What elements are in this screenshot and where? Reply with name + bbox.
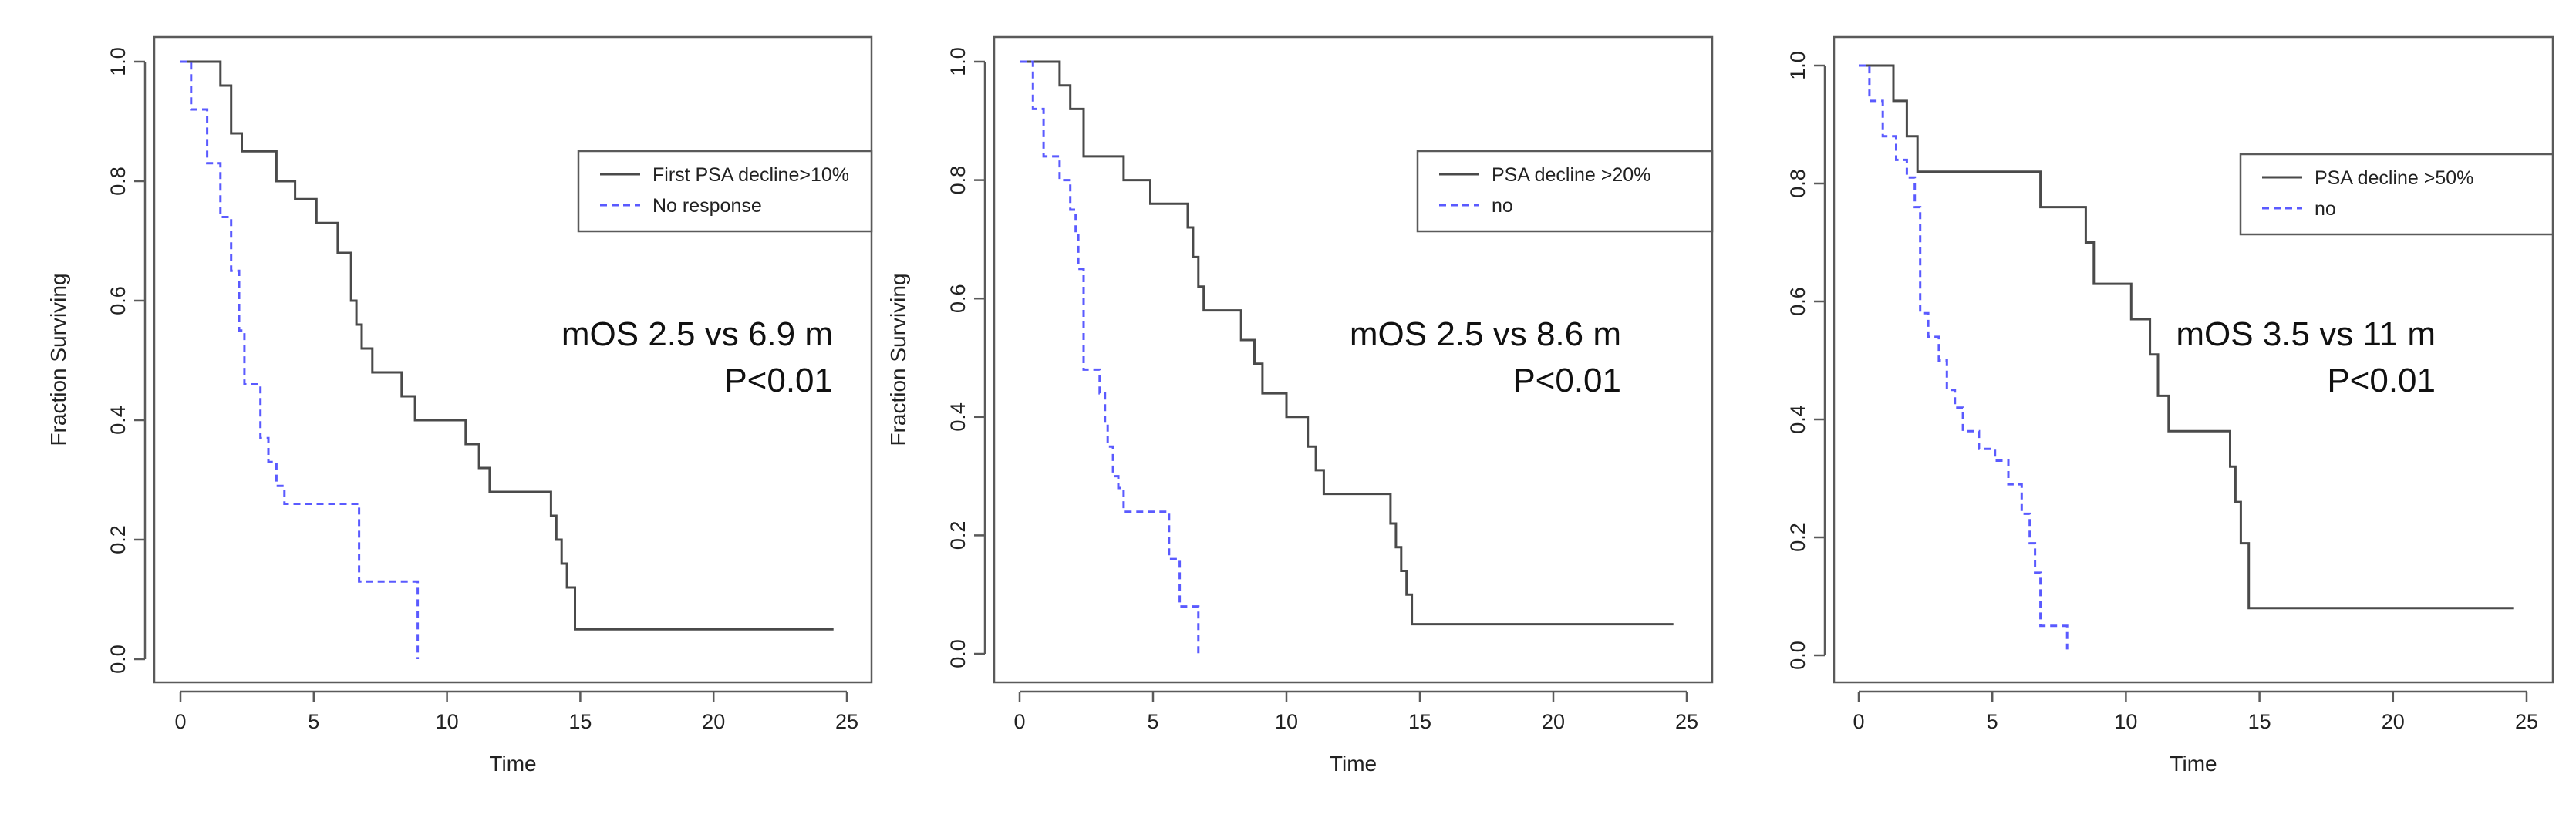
survival-curve-no-response [180, 60, 420, 659]
legend-label: PSA decline >20% [1492, 164, 1650, 186]
y-tick-label: 0.6 [946, 284, 969, 313]
x-tick-label: 25 [1675, 710, 1698, 733]
legend-box [2239, 153, 2554, 236]
km-panel-psa-decline-10: 0 5 10 15 20 25 0.0 0.2 0.4 0.6 0.8 1.0 Time Fraction… [46, 35, 873, 776]
x-tick-label: 5 [1147, 710, 1158, 733]
x-tick-label: 20 [2382, 710, 2405, 733]
km-panel-psa-decline-50: 0 5 10 15 20 25 0.0 0.2 0.4 0.6 0.8 1.0 Time PSA decl… [1786, 35, 2554, 776]
legend-box [1416, 150, 1714, 233]
x-axis-title: Time [1330, 752, 1377, 776]
x-tick-label: 5 [308, 710, 319, 733]
y-tick-label: 0.6 [1786, 287, 1809, 316]
survival-curve-psa-decline [1859, 64, 2514, 610]
survival-curve-psa-decline [1020, 60, 1674, 626]
y-tick-label: 0.0 [1786, 641, 1809, 670]
legend-label: no [1492, 195, 1513, 217]
x-tick-label: 10 [436, 710, 459, 733]
x-tick-label: 25 [2515, 710, 2538, 733]
survival-curve-no-response [1020, 60, 1200, 654]
y-tick-label: 0.0 [106, 645, 130, 674]
y-tick-label: 0.4 [1786, 405, 1809, 434]
x-tick-label: 0 [1013, 710, 1025, 733]
y-tick-label: 0.0 [946, 639, 969, 668]
y-tick-label: 0.4 [946, 402, 969, 432]
y-tick-label: 0.6 [106, 286, 130, 315]
plot-frame [1833, 35, 2554, 684]
x-tick-label: 15 [568, 710, 592, 733]
y-tick-label: 0.4 [106, 406, 130, 435]
y-axis-title: Fraction Surviving [886, 273, 910, 446]
y-tick-label: 0.2 [106, 525, 130, 554]
x-axis-title: Time [2170, 752, 2217, 776]
median-os-annotation: mOS 2.5 vs 8.6 m [1350, 315, 1621, 353]
y-tick-label: 1.0 [1786, 51, 1809, 80]
y-tick-label: 0.2 [946, 521, 969, 550]
km-panel-psa-decline-20: 0 5 10 15 20 25 0.0 0.2 0.4 0.6 0.8 1.0 Time Fraction… [886, 35, 1714, 776]
legend-label: First PSA decline>10% [652, 164, 849, 186]
legend-label: PSA decline >50% [2315, 167, 2473, 189]
plot-frame [153, 35, 873, 684]
y-tick-label: 0.8 [946, 166, 969, 195]
median-os-annotation: mOS 3.5 vs 11 m [2176, 315, 2436, 353]
x-tick-label: 15 [1408, 710, 1431, 733]
p-value-annotation: P<0.01 [2327, 362, 2436, 399]
x-axis-title: Time [489, 752, 536, 776]
x-tick-label: 5 [1987, 710, 1998, 733]
y-tick-label: 0.8 [1786, 169, 1809, 198]
x-tick-label: 10 [1275, 710, 1298, 733]
y-tick-label: 0.2 [1786, 523, 1809, 552]
y-axis-title: Fraction Surviving [46, 273, 70, 446]
median-os-annotation: mOS 2.5 vs 6.9 m [561, 315, 833, 353]
x-tick-label: 20 [702, 710, 725, 733]
survival-curve-no-response [1859, 64, 2069, 650]
x-tick-label: 15 [2248, 710, 2271, 733]
survival-curve-psa-decline [180, 60, 834, 631]
p-value-annotation: P<0.01 [724, 362, 833, 399]
legend-label: No response [652, 195, 762, 217]
legend-box [577, 150, 873, 233]
y-tick-label: 1.0 [946, 47, 969, 76]
legend-label: no [2315, 198, 2336, 220]
y-tick-label: 0.8 [106, 167, 130, 196]
x-tick-label: 25 [835, 710, 858, 733]
p-value-annotation: P<0.01 [1512, 362, 1621, 399]
y-tick-label: 1.0 [106, 47, 130, 76]
x-tick-label: 10 [2114, 710, 2137, 733]
x-tick-label: 0 [174, 710, 186, 733]
x-tick-label: 20 [1542, 710, 1565, 733]
x-tick-label: 0 [1853, 710, 1864, 733]
plot-frame [993, 35, 1714, 684]
